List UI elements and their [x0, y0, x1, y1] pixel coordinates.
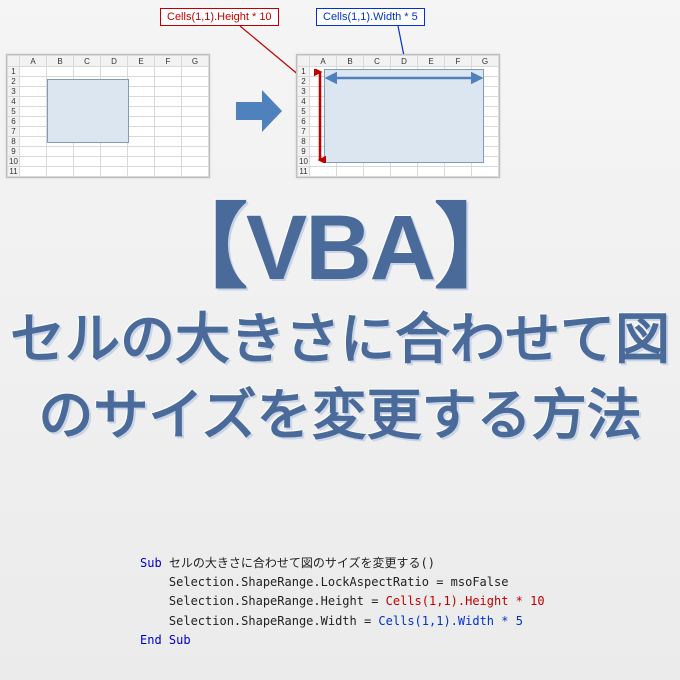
transition-arrow-icon	[234, 86, 284, 136]
title-block: 【VBA】 セルの大きさに合わせて図 のサイズを変更する方法	[0, 200, 680, 450]
height-label-box: Cells(1,1).Height * 10	[160, 8, 279, 26]
title-main: 【VBA】	[0, 200, 680, 297]
code-block: Sub セルの大きさに合わせて図のサイズを変更する() Selection.Sh…	[140, 554, 640, 650]
diagram-area: Cells(1,1).Height * 10 Cells(1,1).Width …	[6, 8, 674, 168]
left-shape	[47, 79, 129, 143]
excel-sheet-left: ABCDEFG 1 2 3 4 5 6 7 8 9 10 11	[6, 54, 210, 178]
code-sub-name: セルの大きさに合わせて図のサイズを変更する()	[162, 556, 435, 570]
code-line-1: Selection.ShapeRange.LockAspectRatio = m…	[140, 575, 508, 589]
width-dimension-arrow	[324, 72, 484, 84]
code-line-3a: Selection.ShapeRange.Width =	[140, 614, 378, 628]
code-line-2a: Selection.ShapeRange.Height =	[140, 594, 386, 608]
excel-sheet-right: ABCDEFG 1 2 3 4 5 6 7 8 9 10 11	[296, 54, 500, 178]
subtitle-line-2: のサイズを変更する方法	[0, 381, 680, 450]
code-end-keyword: End Sub	[140, 633, 191, 647]
subtitle-line-1: セルの大きさに合わせて図	[0, 305, 680, 374]
width-label-box: Cells(1,1).Width * 5	[316, 8, 425, 26]
code-line-2b: Cells(1,1).Height * 10	[386, 594, 545, 608]
code-keyword: Sub	[140, 556, 162, 570]
code-line-3b: Cells(1,1).Width * 5	[378, 614, 523, 628]
